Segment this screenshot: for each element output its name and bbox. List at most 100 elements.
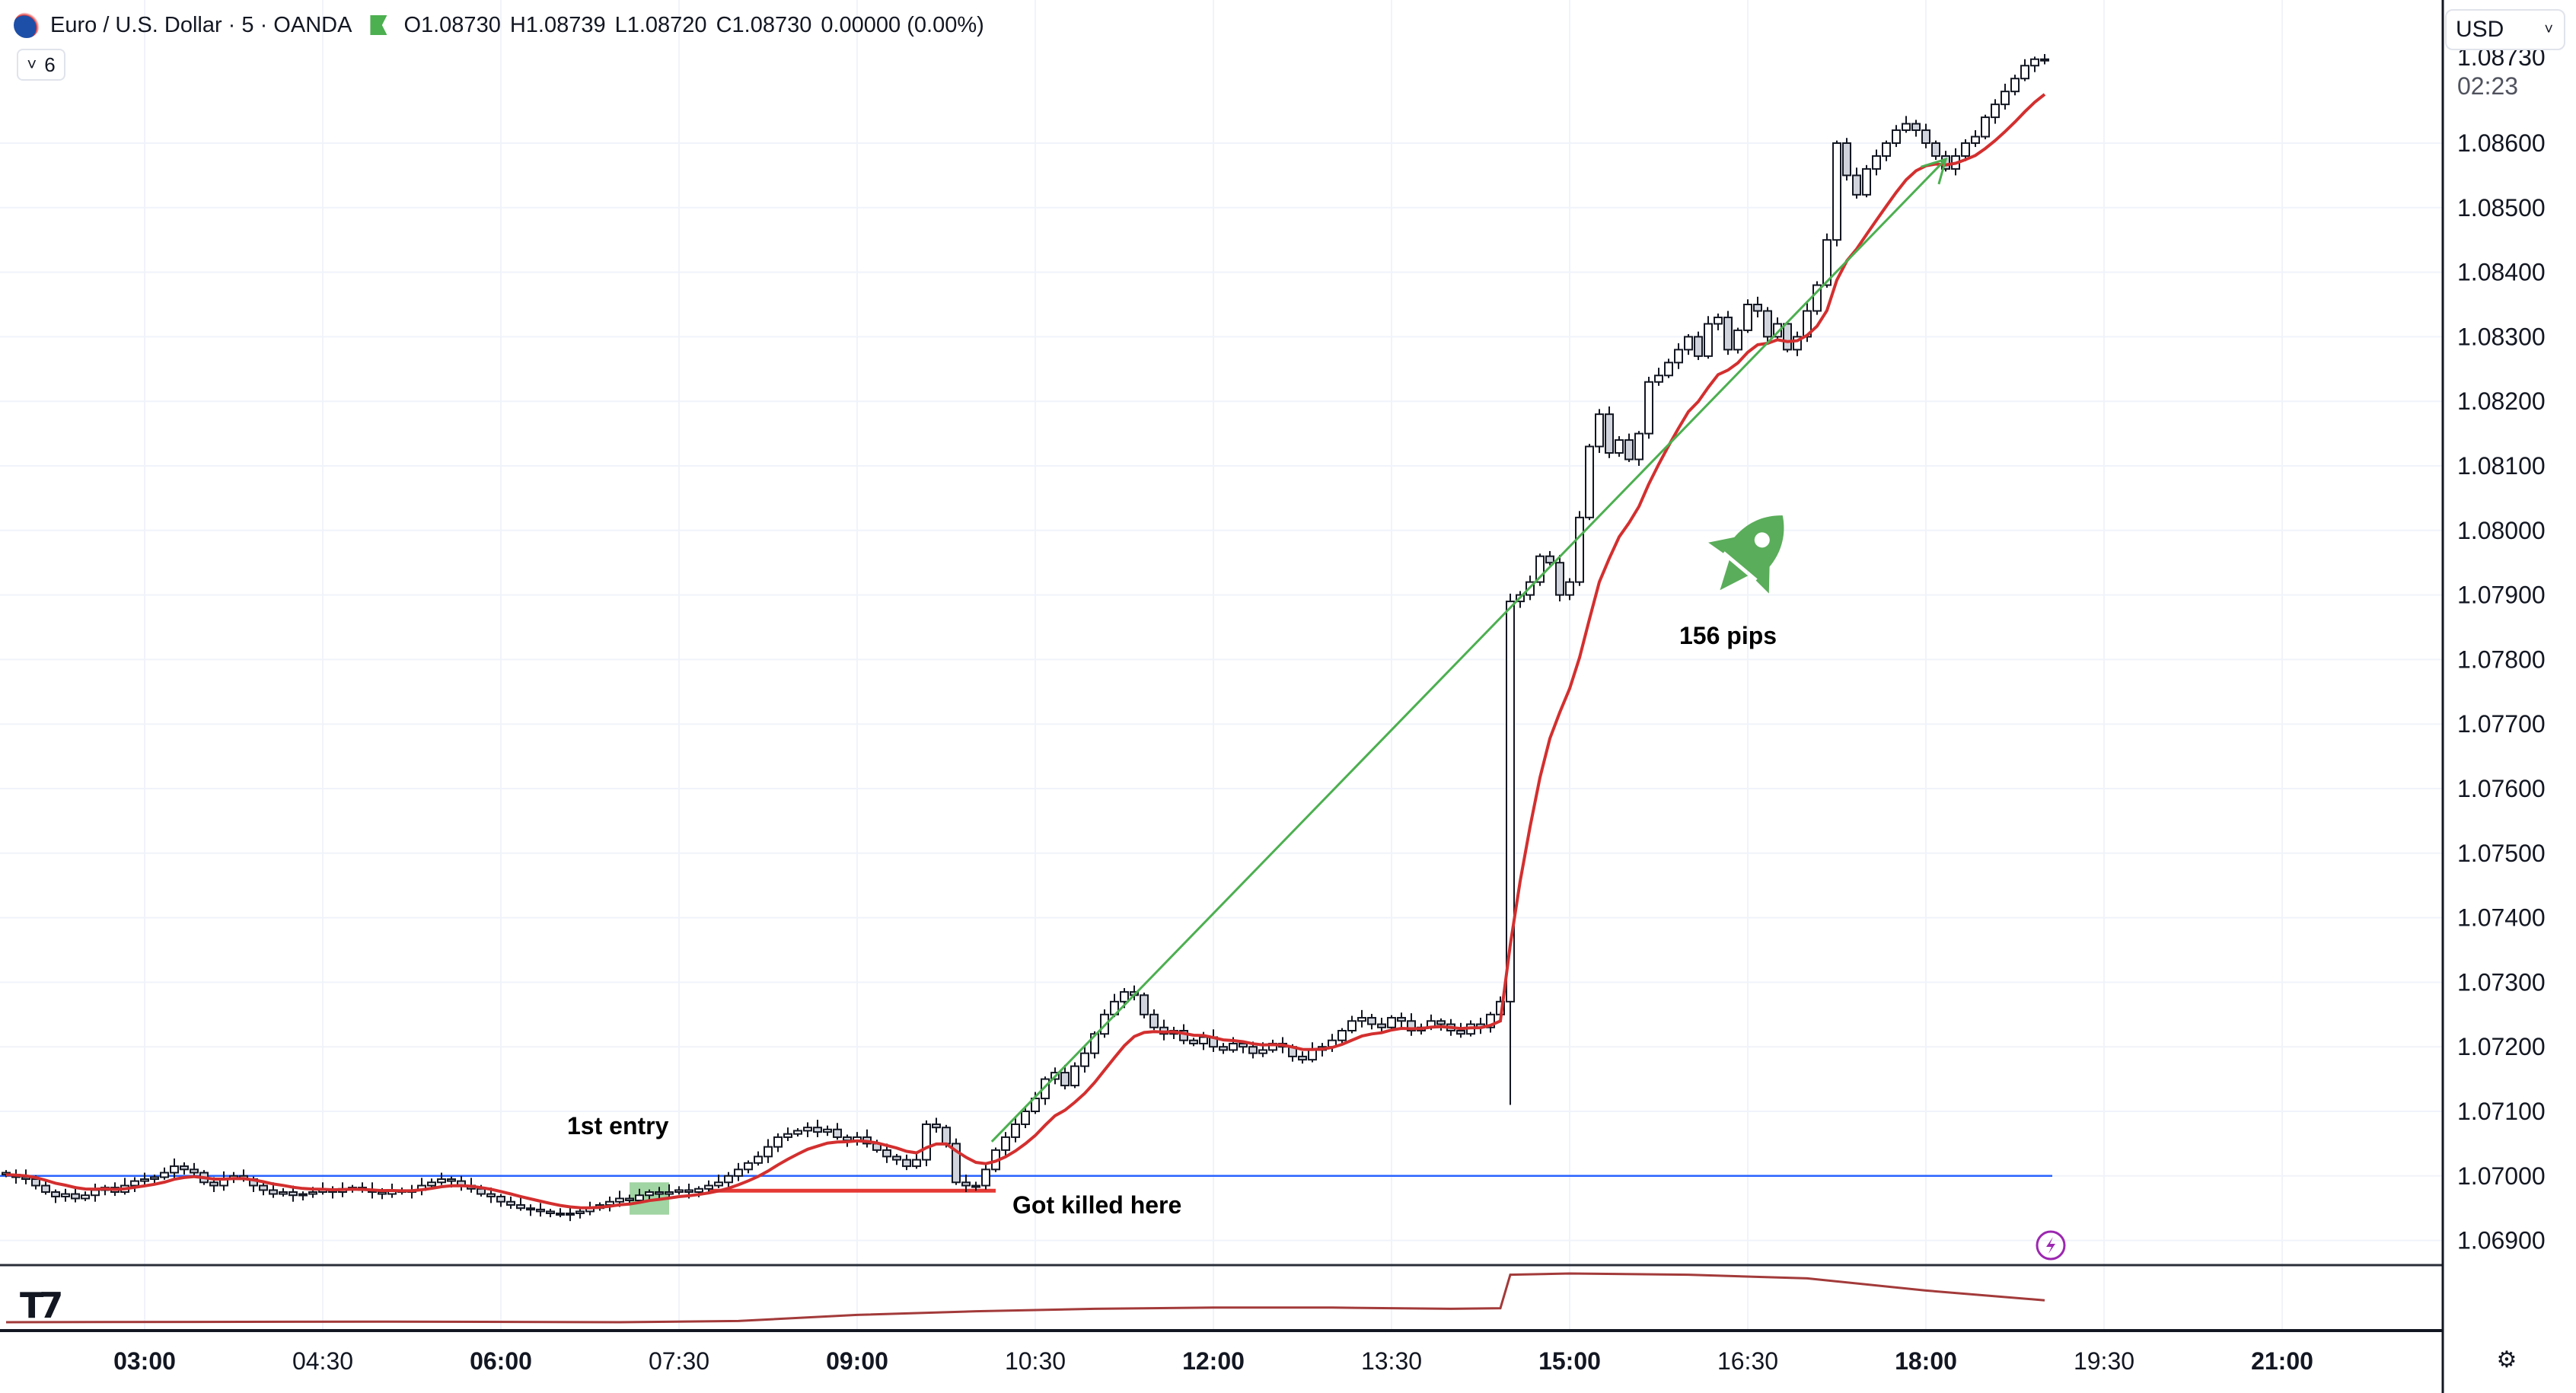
price-label: 1.08600 bbox=[2457, 129, 2546, 157]
market-status-flag-icon[interactable] bbox=[370, 15, 387, 35]
chevron-down-icon: ˅ bbox=[27, 55, 37, 74]
candle-body-up bbox=[2030, 58, 2039, 67]
price-label: 1.07500 bbox=[2457, 840, 2546, 867]
time-label: 07:30 bbox=[649, 1347, 709, 1375]
candle bbox=[704, 1180, 713, 1193]
candle-body-down bbox=[961, 1181, 971, 1187]
candle bbox=[1575, 511, 1584, 586]
candle bbox=[1011, 1116, 1020, 1143]
candle-body-up bbox=[1634, 432, 1643, 461]
time-label: 15:00 bbox=[1538, 1347, 1601, 1375]
candle-body-up bbox=[1486, 1013, 1495, 1028]
candle-body-down bbox=[892, 1156, 901, 1161]
candle-body-down bbox=[843, 1136, 852, 1142]
candle bbox=[1486, 1012, 1495, 1033]
candle bbox=[833, 1123, 842, 1140]
candle bbox=[1852, 167, 1861, 199]
price-label: 1.07600 bbox=[2457, 775, 2546, 802]
candle bbox=[1911, 120, 1921, 137]
candle bbox=[862, 1129, 872, 1148]
currency-select[interactable]: USD ˅ bbox=[2445, 9, 2565, 50]
open-value: O1.08730 bbox=[403, 12, 501, 37]
candle-body-down bbox=[526, 1207, 535, 1211]
candle-body-up bbox=[1090, 1033, 1099, 1054]
candle bbox=[1456, 1022, 1465, 1038]
candle-body-up bbox=[1080, 1052, 1089, 1067]
candle bbox=[724, 1171, 733, 1189]
time-label: 04:30 bbox=[292, 1347, 353, 1375]
candle-body-down bbox=[1219, 1046, 1228, 1051]
candle bbox=[734, 1162, 743, 1181]
candle-body-up bbox=[1704, 323, 1713, 357]
candle-body-up bbox=[2020, 65, 2029, 80]
candle bbox=[853, 1132, 862, 1146]
candle-body-up bbox=[437, 1178, 446, 1184]
candle bbox=[219, 1171, 228, 1191]
ohlc-values: O1.08730 H1.08739 L1.08720 C1.08730 0.00000 … bbox=[403, 13, 993, 38]
candle bbox=[1654, 368, 1663, 386]
candle bbox=[1337, 1028, 1347, 1044]
candle-body-up bbox=[1684, 336, 1693, 351]
candle-body-up bbox=[665, 1191, 674, 1195]
candle-body-down bbox=[546, 1210, 555, 1214]
settings-gear-icon[interactable]: ⚙ bbox=[2496, 1347, 2517, 1372]
candle-body-up bbox=[1337, 1030, 1347, 1041]
candle bbox=[546, 1209, 555, 1218]
candle-body-down bbox=[1921, 129, 1930, 144]
candle bbox=[1209, 1029, 1218, 1052]
candle-body-down bbox=[180, 1165, 189, 1171]
candle bbox=[1634, 431, 1643, 466]
candle-body-down bbox=[684, 1189, 693, 1194]
candle bbox=[1041, 1076, 1050, 1105]
candle-body-up bbox=[1793, 336, 1802, 351]
time-axis[interactable]: 03:00 04:30 06:00 07:30 09:00 10:30 12:00 13:30… bbox=[113, 1347, 2313, 1375]
candle-body-down bbox=[1407, 1020, 1416, 1032]
candle bbox=[1812, 281, 1822, 315]
candle bbox=[1971, 130, 1980, 148]
time-label: 16:30 bbox=[1717, 1347, 1778, 1375]
candle bbox=[1733, 327, 1742, 354]
candle bbox=[506, 1196, 515, 1210]
candle bbox=[1743, 299, 1752, 333]
trend-arrow-line bbox=[990, 158, 1947, 1143]
price-label: 1.07400 bbox=[2457, 904, 2546, 932]
chevron-down-icon: ˅ bbox=[2544, 21, 2553, 38]
candle bbox=[1961, 139, 1970, 161]
drawings-front bbox=[990, 157, 1948, 1143]
candle-body-down bbox=[41, 1184, 50, 1194]
candle-body-up bbox=[1535, 555, 1545, 583]
candle bbox=[922, 1120, 931, 1167]
candle-body-up bbox=[160, 1171, 169, 1178]
symbol-title[interactable]: Euro / U.S. Dollar · 5 · OANDA bbox=[50, 12, 352, 37]
candle bbox=[526, 1204, 535, 1216]
candle-body-up bbox=[1822, 239, 1832, 286]
candle bbox=[793, 1128, 802, 1137]
candle bbox=[764, 1139, 773, 1163]
candle bbox=[952, 1138, 961, 1185]
candle bbox=[1832, 140, 1841, 247]
candle-body-up bbox=[91, 1189, 100, 1197]
candle-body-up bbox=[1506, 601, 1515, 1003]
candle-body-down bbox=[882, 1149, 891, 1158]
candle-body-up bbox=[1041, 1078, 1050, 1100]
candle-body-down bbox=[1723, 316, 1733, 351]
candle-body-up bbox=[1308, 1049, 1317, 1061]
lightning-icon[interactable] bbox=[2036, 1230, 2066, 1261]
indicator-line bbox=[5, 1272, 2045, 1324]
candle bbox=[1001, 1132, 1010, 1157]
candle-body-up bbox=[1892, 129, 1901, 144]
candle bbox=[1189, 1038, 1198, 1047]
indicators-toggle-button[interactable]: ˅ 6 bbox=[17, 49, 65, 81]
candle-body-up bbox=[1773, 323, 1782, 338]
candle-body-up bbox=[1615, 439, 1624, 454]
candle-body-up bbox=[803, 1127, 812, 1132]
annotation-1st-entry: 1st entry bbox=[567, 1112, 669, 1140]
price-axis[interactable]: 1.08600 1.08500 1.08400 1.08300 1.08200 1.081… bbox=[2457, 129, 2546, 1254]
candle bbox=[1723, 311, 1733, 355]
tradingview-logo[interactable]: T7 bbox=[20, 1285, 63, 1326]
candle bbox=[1872, 149, 1881, 176]
candle bbox=[674, 1186, 684, 1195]
grid bbox=[0, 0, 2442, 1331]
close-value: C1.08730 bbox=[716, 12, 812, 37]
